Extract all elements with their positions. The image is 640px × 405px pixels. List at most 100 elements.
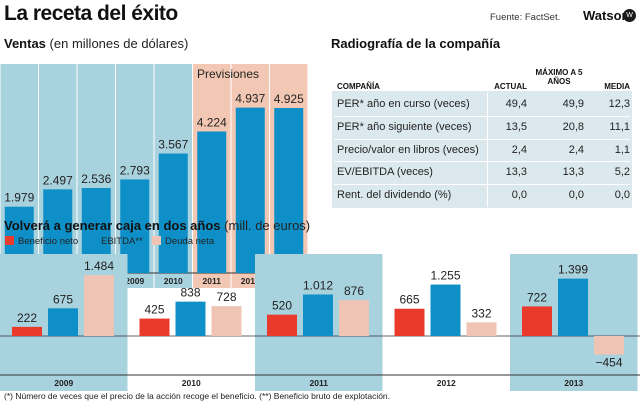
table-cell: 5,2 [614,166,630,178]
table-cell: 1,1 [614,144,630,156]
sales-value-label: 2.793 [120,163,150,177]
page-title: La receta del éxito [4,2,178,25]
table-cell: 13,3 [505,166,527,178]
cash-value-label-net-debt: 876 [344,284,364,298]
table-row-divider [334,116,630,117]
cash-value-label-ebitda: 1.255 [430,269,460,283]
cash-year-label: 2009 [54,378,73,388]
sales-year-label: 2009 [125,276,144,286]
table-row-divider [334,184,630,185]
cash-title: Volverá a generar caja en dos años [4,218,221,233]
table-row-label: PER* año siguiente (veces) [337,121,472,133]
legend-swatch-peach [152,236,161,245]
legend-item-net-profit: Beneficio neto [5,236,78,247]
cash-year-band [255,375,383,391]
cash-value-label-net-debt: 1.484 [84,259,114,273]
legend-item-ebitda: EBITDA** [88,236,143,247]
cash-year-band [127,375,255,391]
cash-bar-ebitda [48,308,78,336]
sales-bar [274,108,304,273]
sales-subtitle: (en millones de dólares) [49,36,189,51]
cash-bar-ebitda [175,301,206,336]
cash-bar-net-debt [466,322,497,336]
cash-bar-net-profit [139,318,170,336]
table-cell: 13,5 [505,121,527,133]
table-background [332,91,632,208]
cash-bar-net-debt [211,306,242,336]
cash-bar-net-debt [339,300,369,336]
sales-bar [197,131,227,273]
cash-value-label-net-profit: 722 [527,290,547,304]
table-column-divider [487,139,488,162]
cash-year-label: 2012 [437,378,456,388]
table-header-average: MEDIA [604,82,630,91]
legend-label-net-profit: Beneficio neto [18,236,79,247]
table-row-divider [334,161,630,162]
table-cell: 49,9 [562,98,584,110]
source-note: Fuente: FactSet. [490,12,561,23]
table-row-label: EV/EBITDA (veces) [337,166,433,178]
cash-value-label-net-debt: −454 [595,356,622,370]
cash-year-band [510,375,638,391]
cash-bar-ebitda [430,284,461,336]
cash-bar-net-debt [84,275,114,336]
table-column-divider [487,116,488,139]
sales-bar [235,107,265,273]
cash-bar-net-debt [594,336,624,355]
cash-value-label-net-profit: 425 [144,303,164,317]
cash-value-label-ebitda: 1.399 [558,263,588,277]
table-cell: 2,4 [568,144,584,156]
table-row-label: Precio/valor en libros (veces) [337,144,479,156]
cash-section-title: Volverá a generar caja en dos años (mill… [4,218,310,233]
sales-year-label: 2012 [241,276,260,286]
table-column-divider [487,184,488,207]
sales-value-label: 2.536 [81,172,111,186]
footnote: (*) Número de veces que el precio de la … [4,391,391,401]
cash-year-label: 2013 [564,378,583,388]
table-row-label: Rent. del dividendo (%) [337,189,452,201]
cash-value-label-net-profit: 520 [272,299,292,313]
cash-year-label: 2011 [310,378,329,388]
cash-value-label-net-profit: 222 [17,311,37,325]
sales-value-label: 2.497 [43,173,73,187]
sales-section-title: Ventas (en millones de dólares) [4,36,188,51]
cash-value-label-net-debt: 728 [216,290,236,304]
table-cell: 2,4 [511,144,527,156]
table-row-divider [334,139,630,140]
logo: Watson [583,8,630,23]
table-cell: 0,0 [614,189,630,201]
cash-bar-ebitda [303,294,333,336]
legend-swatch-red [5,236,14,245]
table-cell: 49,4 [505,98,527,110]
logo-badge-icon: W [623,9,636,22]
cash-value-label-ebitda: 838 [180,286,200,300]
sales-value-label: 4.937 [235,92,265,106]
table-header-max: MÁXIMO A 5 AÑOS [535,68,583,86]
sales-title: Ventas [4,36,46,51]
forecast-label: Previsiones [197,67,259,81]
cash-value-label-net-profit: 665 [399,293,419,307]
legend-item-net-debt: Deuda neta [152,236,214,247]
sales-value-label: 4.224 [197,115,227,129]
cash-subtitle: (mill. de euros) [224,218,311,233]
cash-bar-net-profit [267,314,297,336]
sales-year-band [154,273,192,288]
table-cell: 13,3 [562,166,584,178]
sales-year-label: 2011 [203,276,222,286]
cash-bar-net-profit [522,306,552,336]
sales-value-label: 4.925 [274,92,304,106]
sales-bar [158,153,188,273]
sales-value-label: 1.979 [4,191,34,205]
cash-year-band [0,375,128,391]
table-cell: 11,1 [609,121,630,133]
cash-value-label-ebitda: 1.012 [303,279,333,293]
table-column-divider [487,161,488,184]
sales-value-label: 3.567 [158,138,188,152]
table-cell: 0,0 [511,189,527,201]
table-cell: 20,8 [562,121,584,133]
table-cell: 12,3 [608,98,630,110]
sales-year-label: 2010 [164,276,183,286]
table-title: Radiografía de la compañía [331,36,501,51]
cash-value-label-ebitda: 675 [53,292,73,306]
